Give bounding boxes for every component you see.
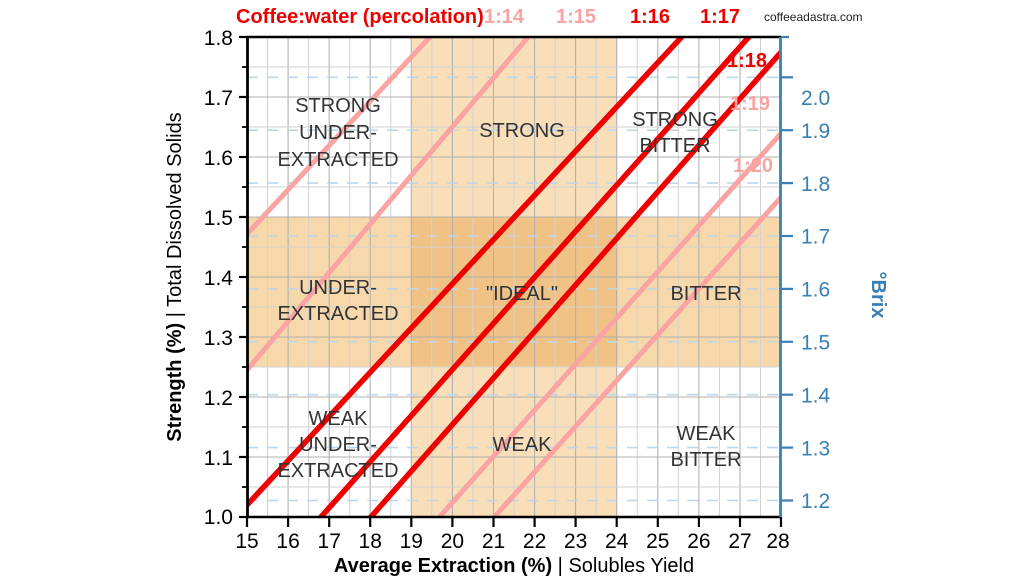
gridlines-brix-dashed — [247, 76, 781, 502]
brix-tick-label: 1.5 — [801, 332, 830, 355]
ratio-line-1-19 — [436, 129, 781, 517]
region-line-1: STRONG — [632, 109, 718, 131]
y-tick-label: 1.8 — [204, 27, 233, 50]
gridlines-minor-horizontal — [247, 66, 781, 488]
x-tick-label: 19 — [400, 530, 423, 553]
region-labels: STRONG UNDER- EXTRACTED STRONG STRONG BI… — [277, 95, 741, 482]
region-line-2: EXTRACTED — [277, 303, 398, 325]
y-axis-title-rest: Total Dissolved Solids — [164, 112, 186, 307]
region-line-1: WEAK — [677, 423, 737, 445]
brew-ratio-lines — [247, 37, 781, 517]
ratio-line-1-17 — [317, 37, 753, 517]
svg-text:Strength (%) | Total Dissolved: Strength (%) | Total Dissolved Solids — [164, 112, 186, 441]
ratio-line-1-20 — [490, 193, 781, 517]
x-tick-label: 25 — [646, 530, 669, 553]
x-tick-label: 20 — [441, 530, 464, 553]
brix-tick-label: 1.7 — [801, 226, 830, 249]
ratio-line-1-18 — [367, 48, 781, 517]
ratio-label-1-17: 1:17 — [700, 6, 740, 28]
region-strong: STRONG — [479, 120, 565, 142]
x-tick-label: 24 — [605, 530, 629, 553]
region-line-2: BITTER — [670, 449, 741, 471]
region-weak: WEAK — [493, 434, 553, 456]
ratio-label-1-16: 1:16 — [630, 6, 670, 28]
x-axis-title-bold: Average Extraction (%) — [334, 555, 552, 577]
region-line-1: WEAK — [309, 408, 369, 430]
brix-tick-label: 1.3 — [801, 437, 830, 460]
ratio-line-1-14 — [247, 37, 434, 236]
brix-tick-label: 2.0 — [801, 87, 830, 110]
x-axis-major-ticks — [245, 517, 783, 527]
y-tick-label: 1.0 — [204, 506, 233, 529]
region-strong-bitter: STRONG BITTER — [632, 109, 718, 157]
region-line-2: UNDER- — [299, 434, 377, 456]
x-tick-label: 28 — [766, 530, 789, 553]
brix-tick-label: 1.2 — [801, 490, 830, 513]
y-axis-minor-ticks — [242, 66, 247, 488]
brix-axis-title: °Brix — [867, 272, 889, 319]
y-tick-label: 1.6 — [204, 147, 233, 170]
region-bitter: BITTER — [670, 283, 741, 305]
ratio-line-1-15 — [247, 37, 532, 372]
x-tick-label: 21 — [482, 530, 505, 553]
y-tick-label: 1.3 — [204, 327, 233, 350]
region-weak-bitter: WEAK BITTER — [670, 423, 741, 471]
x-tick-label: 23 — [564, 530, 587, 553]
ratio-label-1-20: 1:20 — [733, 155, 773, 177]
region-strong-under-extracted: STRONG UNDER- EXTRACTED — [277, 95, 398, 171]
region-line-3: EXTRACTED — [277, 149, 398, 171]
y-tick-label: 1.1 — [204, 447, 233, 470]
brix-tick-label: 1.4 — [801, 384, 831, 407]
x-tick-label: 15 — [235, 530, 258, 553]
ratio-line-1-16 — [247, 37, 686, 507]
ratio-label-1-19: 1:19 — [730, 93, 770, 115]
region-line-2: BITTER — [639, 135, 710, 157]
y-tick-label: 1.2 — [204, 387, 233, 410]
brix-ticks — [781, 35, 793, 502]
ratio-header-title: Coffee:water (percolation) — [236, 6, 484, 28]
x-tick-label: 22 — [523, 530, 546, 553]
region-ideal: "IDEAL" — [486, 283, 558, 305]
region-line-1: WEAK — [493, 434, 553, 456]
chart-header: Coffee:water (percolation) 1:14 1:15 1:1… — [236, 6, 863, 28]
x-tick-label: 26 — [687, 530, 710, 553]
x-axis: 15 16 17 18 19 20 21 22 23 24 25 26 27 2… — [235, 517, 790, 553]
brix-tick-label: 1.8 — [801, 173, 830, 196]
y-axis-title-sep: | — [164, 307, 186, 323]
x-axis-title: Average Extraction (%) | Solubles Yield — [334, 555, 694, 577]
region-line-1: UNDER- — [299, 277, 377, 299]
region-line-2: UNDER- — [299, 122, 377, 144]
y-axis-right: 1.2 1.3 1.4 1.5 1.6 1.7 1.8 1.9 2.0 — [781, 35, 831, 513]
x-tick-label: 17 — [318, 530, 341, 553]
brix-axis-title-text: °Brix — [867, 272, 889, 319]
brix-tick-label: 1.9 — [801, 120, 830, 143]
y-axis-major-ticks — [239, 35, 247, 519]
x-axis-title-sep: | — [552, 555, 568, 577]
x-tick-label: 27 — [728, 530, 751, 553]
x-axis-title-rest: Solubles Yield — [568, 555, 694, 577]
region-line-3: EXTRACTED — [277, 460, 398, 482]
ratio-label-1-15: 1:15 — [556, 6, 596, 28]
region-line-1: STRONG — [479, 120, 565, 142]
region-line-1: STRONG — [295, 95, 381, 117]
y-tick-label: 1.5 — [204, 207, 233, 230]
ratio-labels-inplot: 1:18 1:19 1:20 — [727, 50, 773, 177]
y-tick-label: 1.4 — [204, 267, 234, 290]
y-axis-title-bold: Strength (%) — [164, 323, 186, 442]
y-tick-label: 1.7 — [204, 87, 233, 110]
watermark-label: coffeeadastra.com — [764, 10, 863, 24]
region-under-extracted: UNDER- EXTRACTED — [277, 277, 398, 325]
region-line-1: BITTER — [670, 283, 741, 305]
y-axis-left: 1.8 1.7 1.6 1.5 1.4 1.3 1.2 1.1 1.0 — [204, 27, 247, 529]
ratio-label-1-14: 1:14 — [484, 6, 525, 28]
y-axis-title: Strength (%) | Total Dissolved Solids — [164, 112, 186, 441]
x-tick-label: 16 — [276, 530, 299, 553]
plot-area: STRONG UNDER- EXTRACTED STRONG STRONG BI… — [246, 35, 782, 519]
x-tick-label: 18 — [359, 530, 382, 553]
brix-tick-label: 1.6 — [801, 279, 830, 302]
region-line-1: "IDEAL" — [486, 283, 558, 305]
region-weak-under-extracted: WEAK UNDER- EXTRACTED — [277, 408, 398, 482]
ratio-label-1-18: 1:18 — [727, 50, 767, 72]
